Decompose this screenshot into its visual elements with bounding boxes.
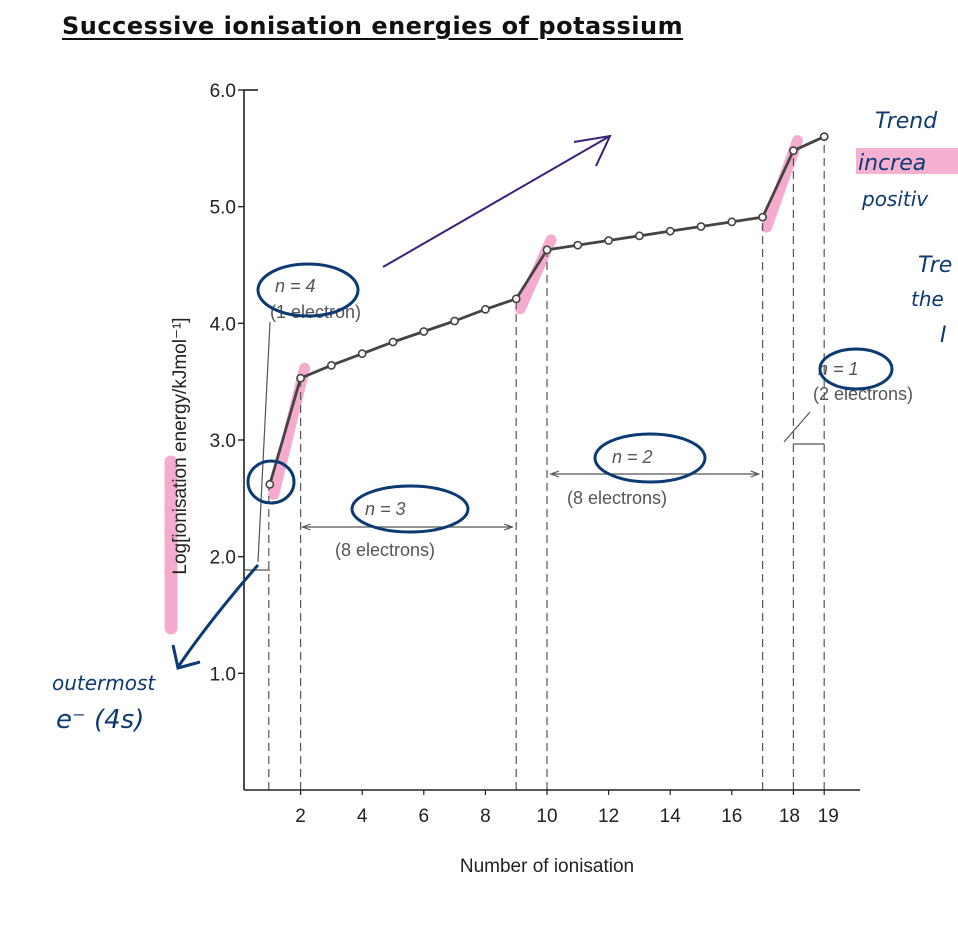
x-tick-label: 19 [818, 806, 839, 827]
n2-span-arrow-head [750, 470, 761, 478]
x-tick-label: 4 [357, 806, 368, 827]
data-point [511, 294, 521, 304]
hand-the: the [911, 287, 944, 311]
hand-increase: increa [858, 151, 926, 176]
shell-n2-detail: (8 electrons) [567, 488, 667, 508]
hand-i: I [940, 323, 947, 348]
point1-circle [246, 459, 296, 505]
shell-n2-label: n = 2 [612, 447, 653, 467]
data-point [727, 217, 737, 227]
x-axis-label: Number of ionisation [460, 856, 634, 877]
y-tick-label: 1.0 [210, 664, 236, 685]
series-layer [265, 132, 829, 489]
data-point [665, 226, 675, 236]
n3-span-arrow-head [503, 523, 514, 531]
x-tick-label: 16 [721, 806, 742, 827]
hand-trend-2: Tre [918, 253, 952, 278]
y-tick-label: 2.0 [210, 548, 236, 569]
data-point [419, 327, 429, 336]
n3-circle [350, 484, 470, 534]
data-point [819, 132, 829, 142]
data-point [573, 240, 583, 250]
x-tick-label: 18 [779, 806, 800, 827]
hand-trend: Trend [875, 109, 938, 134]
n1-pointer [783, 411, 811, 443]
n2-circle [593, 432, 707, 484]
shell-n4-label: n = 4 [275, 276, 316, 296]
y-tick-label: 6.0 [210, 81, 236, 102]
highlight-layer [164, 135, 803, 635]
y-axis-label: Log[ionisation energy/kJmol⁻¹] [170, 317, 191, 574]
shell-n1-label: n = 1 [818, 359, 859, 379]
y-tick-label: 3.0 [210, 431, 236, 452]
x-tick-label: 14 [660, 806, 682, 827]
dashed-guides [268, 136, 825, 790]
hand-e4s: e⁻ (4s) [56, 705, 144, 735]
y-tick-label: 4.0 [210, 314, 236, 335]
n4-circle [256, 262, 360, 318]
n4-pointer [257, 321, 271, 563]
outermost-arrow [171, 564, 260, 670]
highlight-stroke [268, 362, 311, 500]
data-point [758, 212, 767, 222]
data-point [388, 337, 398, 347]
data-point [357, 349, 367, 359]
x-tick-label: 6 [419, 806, 430, 827]
data-point [696, 222, 706, 231]
x-tick-label: 8 [480, 806, 491, 827]
shell-n3-label: n = 3 [365, 499, 406, 519]
shell-n1-detail: (2 electrons) [813, 384, 913, 404]
shell-n4-detail: (1 electron) [270, 302, 361, 322]
shell-n3-detail: (8 electrons) [335, 540, 435, 560]
n3-span-arrow-head [300, 523, 311, 531]
data-point [789, 146, 798, 156]
tick-layer: 1.0 2.0 3.0 4.0 5.0 6.0 2 4 6 8 10 12 14 16 18 19 [210, 81, 839, 827]
hand-highlight [856, 148, 958, 174]
y-tick-label: 5.0 [210, 198, 236, 219]
hand-positive: positiv [861, 187, 929, 211]
x-tick-label: 12 [598, 806, 619, 827]
data-point [265, 479, 275, 489]
x-tick-label: 2 [295, 806, 306, 827]
n1-circle [818, 347, 894, 391]
hand-outermost: outermost [52, 671, 156, 695]
data-point [450, 316, 459, 326]
data-point [635, 231, 644, 241]
data-point [296, 373, 305, 383]
data-point [326, 360, 336, 370]
data-point [480, 304, 490, 314]
n2-span-arrow-head [549, 470, 560, 478]
axes [243, 89, 860, 791]
data-point [604, 236, 613, 245]
page-title: Successive ionisation energies of potass… [62, 12, 684, 40]
annotation-layer: n = 4 (1 electron) n = 3 (8 electrons) n = 2… [244, 262, 913, 571]
x-tick-label: 10 [536, 806, 557, 827]
data-point [542, 245, 552, 255]
trend-arrow [382, 134, 612, 268]
